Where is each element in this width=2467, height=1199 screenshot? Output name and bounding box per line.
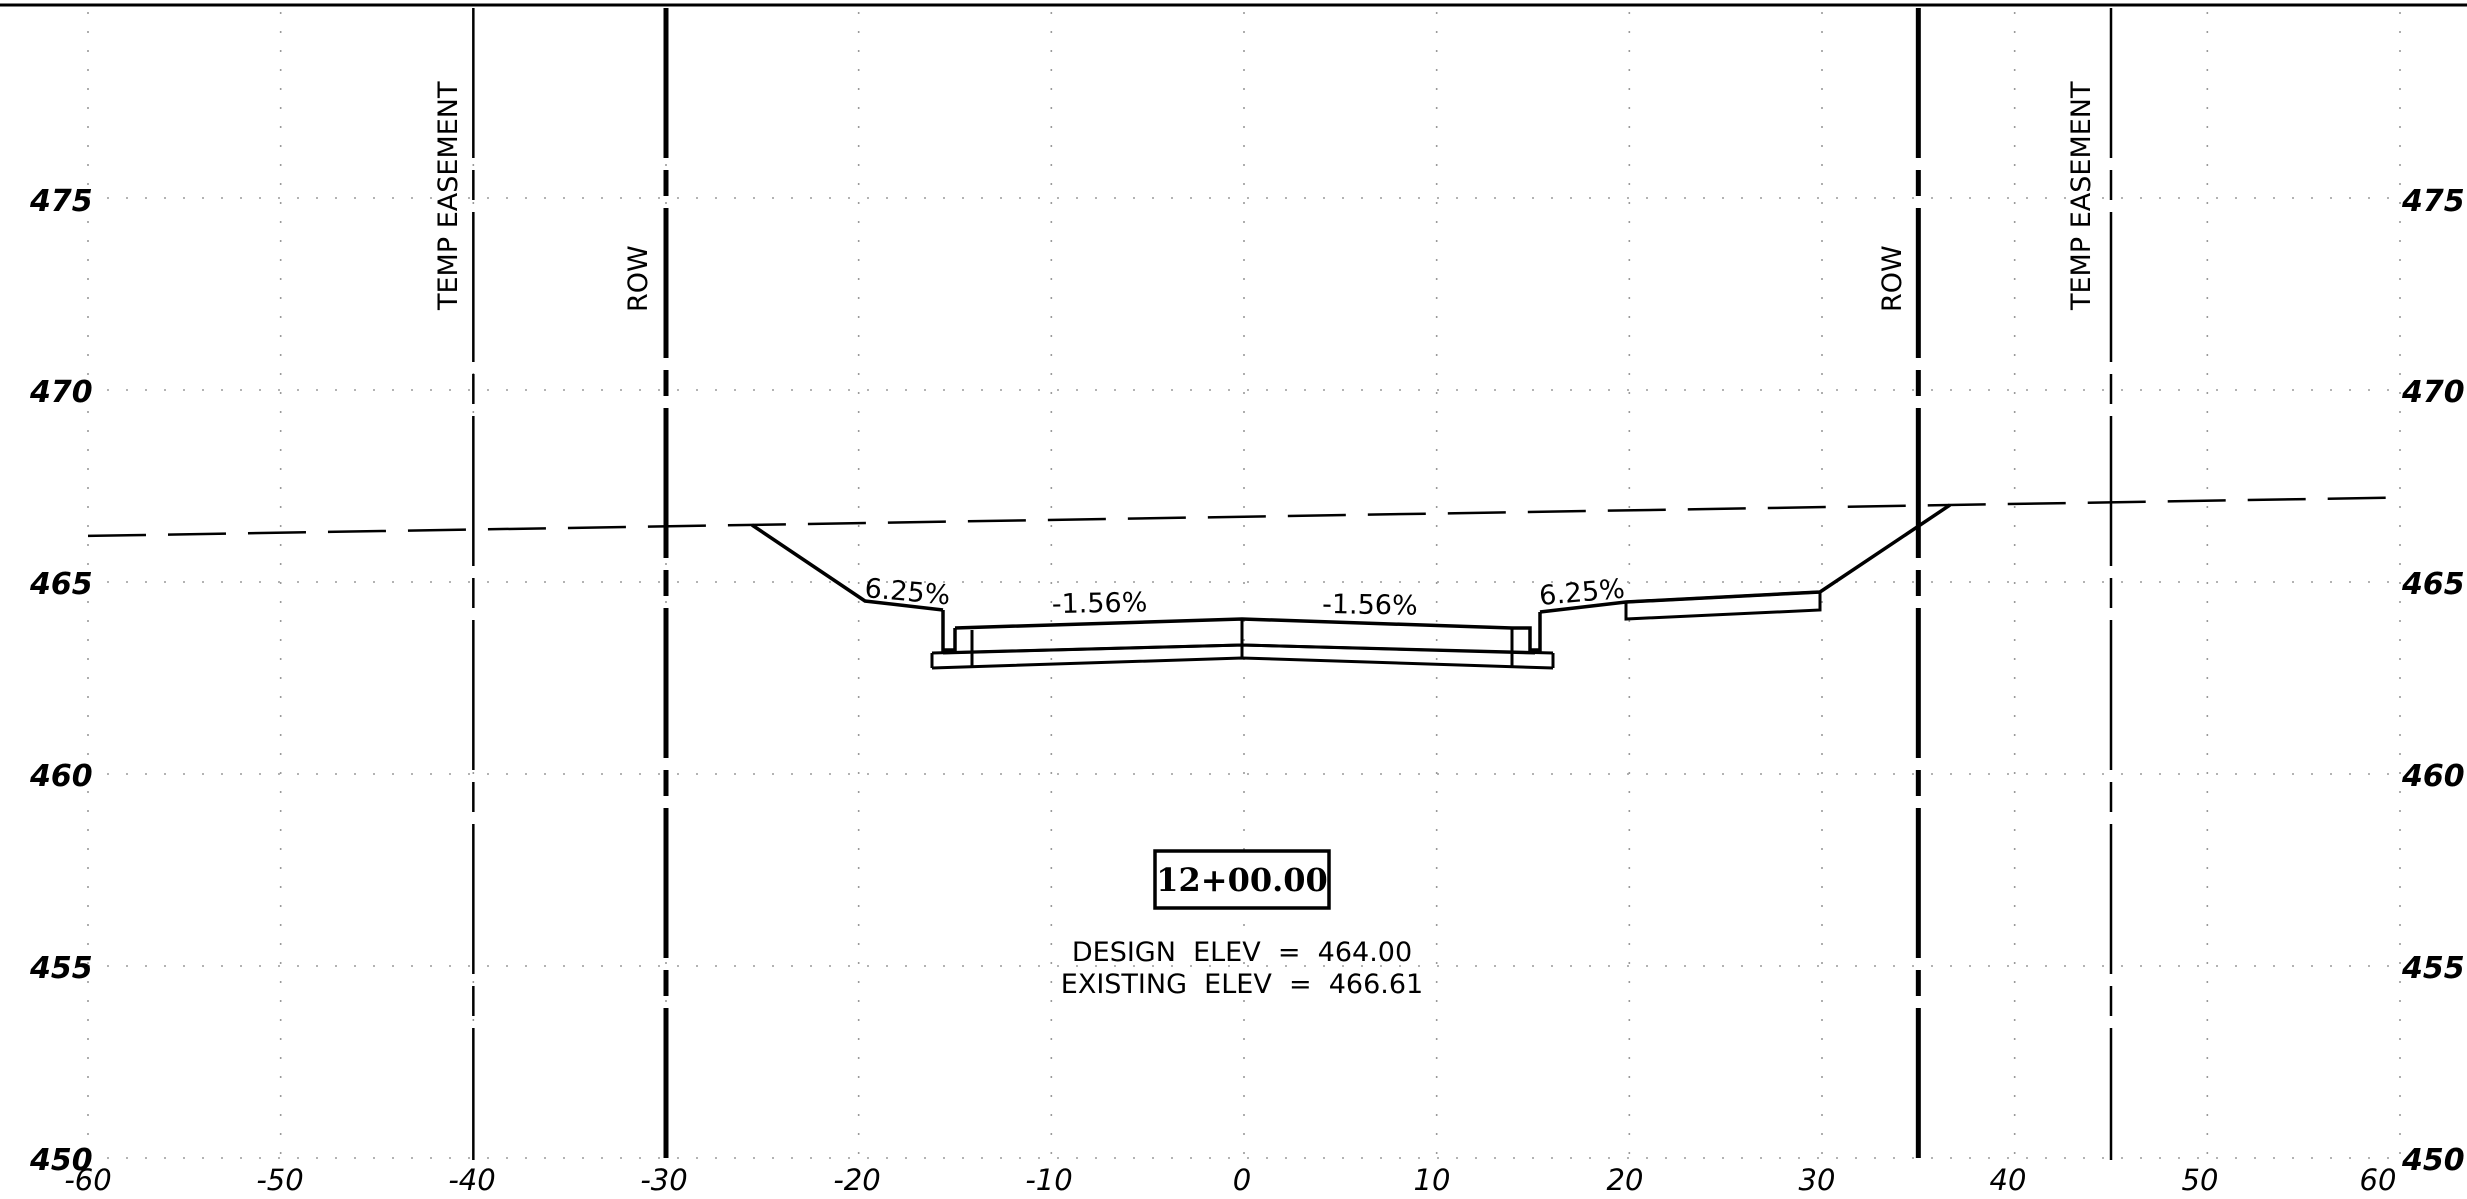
y-tick-right-470: 470 <box>2401 375 2465 410</box>
y-tick-right-475: 475 <box>2401 184 2465 219</box>
slope-label-left-inner: -1.56% <box>1052 587 1148 620</box>
x-tick-30: 30 <box>1799 1163 1836 1197</box>
sidewalk <box>1624 590 1822 621</box>
y-tick-left-455: 455 <box>29 951 93 986</box>
slope-label-right-inner: -1.56% <box>1322 589 1418 622</box>
slope-label-left-outer: 6.25% <box>863 573 951 611</box>
x-tick-neg50: -50 <box>256 1163 303 1197</box>
y-axis-left-labels: 475 470 465 460 455 450 <box>29 184 93 1178</box>
left-curb <box>941 610 957 652</box>
existing-ground-dashed <box>87 496 2401 538</box>
x-tick-neg20: -20 <box>833 1163 880 1197</box>
y-tick-right-450: 450 <box>2401 1143 2465 1178</box>
y-tick-left-475: 475 <box>29 184 93 219</box>
x-tick-60: 60 <box>2360 1163 2397 1197</box>
design-elev-text: DESIGN ELEV = 464.00 <box>1072 937 1412 968</box>
y-tick-right-460: 460 <box>2401 759 2465 794</box>
boundary-lines <box>472 8 2113 1160</box>
x-tick-50: 50 <box>2182 1163 2219 1197</box>
station-box <box>1153 849 1331 910</box>
slope-label-right-outer: 6.25% <box>1538 574 1626 612</box>
x-tick-neg30: -30 <box>640 1163 687 1197</box>
y-tick-right-455: 455 <box>2401 951 2465 986</box>
y-axis-right-labels: 475 470 465 460 455 450 <box>2401 184 2465 1178</box>
y-tick-left-450: 450 <box>29 1143 93 1178</box>
left-slope-line <box>751 523 944 612</box>
x-tick-0: 0 <box>1233 1163 1251 1197</box>
x-tick-neg40: -40 <box>448 1163 495 1197</box>
temp-easement-right-label: TEMP EASEMENT <box>2066 81 2097 311</box>
y-tick-left-465: 465 <box>29 567 93 602</box>
y-tick-left-460: 460 <box>29 759 93 794</box>
x-tick-10: 10 <box>1414 1163 1451 1197</box>
right-curb <box>1512 612 1542 652</box>
row-left-label: ROW <box>623 245 654 312</box>
x-tick-40: 40 <box>1990 1163 2027 1197</box>
existing-elev-text: EXISTING ELEV = 466.61 <box>1061 969 1423 1000</box>
temp-easement-left-label: TEMP EASEMENT <box>433 81 464 311</box>
grid <box>87 12 2401 1160</box>
y-tick-right-465: 465 <box>2401 567 2465 602</box>
existing-ground-line <box>87 496 2401 538</box>
row-right-label: ROW <box>1877 245 1908 312</box>
y-tick-left-470: 470 <box>29 375 93 410</box>
x-axis-labels: -60 -50 -40 -30 -20 -10 0 10 20 30 40 50… <box>64 1163 2396 1197</box>
x-tick-neg60: -60 <box>64 1163 111 1197</box>
station-label: 12+00.00 <box>1156 861 1328 899</box>
x-tick-neg10: -10 <box>1025 1163 1072 1197</box>
proposed-section <box>751 503 1951 670</box>
x-tick-20: 20 <box>1607 1163 1644 1197</box>
